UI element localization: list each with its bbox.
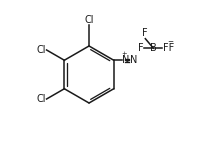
Text: −: − <box>167 39 173 45</box>
Text: Cl: Cl <box>36 45 46 55</box>
Text: B: B <box>150 43 157 53</box>
Text: N: N <box>129 55 137 65</box>
Text: Cl: Cl <box>84 15 94 25</box>
Text: +: + <box>122 51 127 57</box>
Text: Cl: Cl <box>36 94 46 104</box>
Text: FF: FF <box>163 43 174 53</box>
Text: N: N <box>122 55 130 65</box>
Text: F: F <box>138 43 143 53</box>
Text: F: F <box>142 28 148 38</box>
